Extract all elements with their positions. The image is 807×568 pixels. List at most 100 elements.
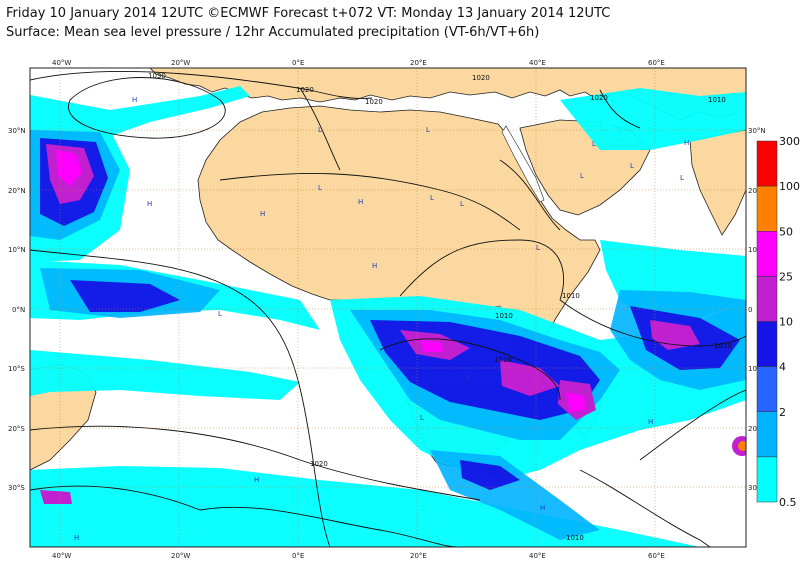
precip-area bbox=[56, 150, 82, 186]
low-marker: L bbox=[318, 184, 322, 192]
legend-swatch bbox=[756, 140, 778, 187]
low-marker: L bbox=[430, 194, 434, 202]
isobar bbox=[399, 239, 564, 301]
legend-level-label: 10 bbox=[779, 316, 793, 329]
precip-area bbox=[460, 460, 520, 490]
low-marker: L bbox=[318, 126, 322, 134]
legend-swatch bbox=[756, 411, 778, 458]
legend-swatch bbox=[756, 456, 778, 503]
precip-area bbox=[560, 88, 746, 150]
high-marker: H bbox=[132, 96, 137, 104]
low-marker: L bbox=[536, 244, 540, 252]
precip-area bbox=[420, 340, 444, 352]
legend-level-label: 25 bbox=[779, 270, 793, 283]
low-marker: L bbox=[680, 174, 684, 182]
lat-label: 20 bbox=[748, 187, 757, 195]
cyclone-core-inner bbox=[738, 441, 746, 451]
isobar-label: 1010 bbox=[494, 356, 512, 364]
isobar bbox=[30, 249, 331, 547]
precip-area bbox=[30, 350, 300, 400]
legend-level-label: 100 bbox=[779, 180, 800, 193]
lon-label: 20°W bbox=[171, 59, 190, 67]
low-marker: L bbox=[592, 140, 596, 148]
isobar-label: 1020 bbox=[310, 460, 328, 468]
longitude-labels-top: 40°W 20°W 0°E 20°E 40°E 60°E bbox=[52, 59, 665, 67]
isobar-label: 1030 bbox=[148, 72, 166, 80]
low-marker: L bbox=[420, 414, 424, 422]
lat-label: 30 bbox=[748, 484, 757, 492]
isobar bbox=[579, 469, 711, 547]
legend-level-label: 2 bbox=[779, 406, 786, 419]
lon-label: 20°W bbox=[171, 552, 190, 560]
isobar-label: 1010 bbox=[495, 312, 513, 320]
precip-area bbox=[30, 466, 700, 547]
isobar bbox=[379, 338, 561, 401]
isobar bbox=[30, 485, 201, 511]
legend-level-label: 50 bbox=[779, 225, 793, 238]
lat-label: 10°N bbox=[8, 246, 26, 254]
high-marker: H bbox=[74, 534, 79, 542]
legend-level-label: 300 bbox=[779, 135, 800, 148]
high-marker: H bbox=[540, 504, 545, 512]
high-marker: H bbox=[372, 262, 377, 270]
isobar-label: 1010 bbox=[708, 96, 726, 104]
isobar bbox=[559, 299, 746, 347]
lon-label: 40°E bbox=[529, 59, 546, 67]
map-body: 1030 1020 1020 1020 1020 1010 1010 1010 … bbox=[30, 68, 746, 547]
legend-swatch bbox=[756, 276, 778, 322]
precipitation-layer bbox=[30, 86, 746, 547]
lat-label: 10 bbox=[748, 246, 757, 254]
isobar bbox=[599, 89, 641, 129]
isobar-label: 1020 bbox=[296, 86, 314, 94]
lat-label: 10°S bbox=[8, 365, 25, 373]
isobar-label: 1020 bbox=[365, 98, 383, 106]
high-marker: H bbox=[648, 418, 653, 426]
map-title: Friday 10 January 2014 12UTC ©ECMWF Fore… bbox=[6, 6, 611, 21]
map-subtitle: Surface: Mean sea level pressure / 12hr … bbox=[6, 25, 540, 40]
legend-level-label: 4 bbox=[779, 361, 786, 374]
high-marker: H bbox=[147, 200, 152, 208]
legend-level-label: 0.5 bbox=[779, 496, 797, 509]
isobar-labels: 1030 1020 1020 1020 1020 1010 1010 1010 … bbox=[148, 72, 732, 542]
lat-label: 10 bbox=[748, 365, 757, 373]
lon-label: 60°E bbox=[648, 552, 665, 560]
lon-label: 0°E bbox=[292, 552, 304, 560]
high-marker: H bbox=[260, 210, 265, 218]
isobar-label: 1010 bbox=[562, 292, 580, 300]
lon-label: 40°E bbox=[529, 552, 546, 560]
map-frame bbox=[29, 67, 747, 548]
isobar bbox=[639, 389, 746, 461]
isobar-label: 1010 bbox=[566, 534, 584, 542]
legend-swatch bbox=[756, 185, 778, 232]
precip-area bbox=[500, 360, 560, 396]
low-marker: L bbox=[630, 162, 634, 170]
high-marker: H bbox=[254, 476, 259, 484]
longitude-labels-bottom: 40°W 20°W 0°E 20°E 40°E 60°E bbox=[52, 552, 665, 560]
lat-label: 30°S bbox=[8, 484, 25, 492]
lat-label: 0 bbox=[748, 306, 752, 314]
low-marker: L bbox=[580, 172, 584, 180]
lat-label: 20°N bbox=[8, 187, 26, 195]
low-marker: L bbox=[466, 374, 470, 382]
low-marker: L bbox=[460, 200, 464, 208]
lat-label: 30°N bbox=[8, 127, 26, 135]
lon-label: 60°E bbox=[648, 59, 665, 67]
isobar bbox=[199, 506, 461, 547]
pressure-centres: H H H H H H H H H H L L L L L L L L L L … bbox=[74, 96, 689, 542]
isobar bbox=[30, 71, 373, 99]
lon-label: 40°W bbox=[52, 59, 71, 67]
isobar bbox=[68, 77, 226, 139]
red-sea bbox=[501, 125, 545, 203]
land-australia-edge bbox=[700, 460, 746, 547]
precip-area bbox=[70, 280, 180, 312]
precip-area bbox=[650, 320, 700, 350]
latitude-labels-right: 30°N 20 10 0 10 20 30 bbox=[748, 127, 766, 492]
legend-swatch bbox=[756, 321, 778, 367]
lon-label: 20°E bbox=[410, 59, 427, 67]
precipitation-legend: 300 100 50 25 10 4 2 0.5 bbox=[756, 135, 800, 509]
high-marker: H bbox=[358, 198, 363, 206]
isobar bbox=[499, 159, 561, 231]
isobars bbox=[30, 71, 746, 547]
isobar-label: 1020 bbox=[472, 74, 490, 82]
